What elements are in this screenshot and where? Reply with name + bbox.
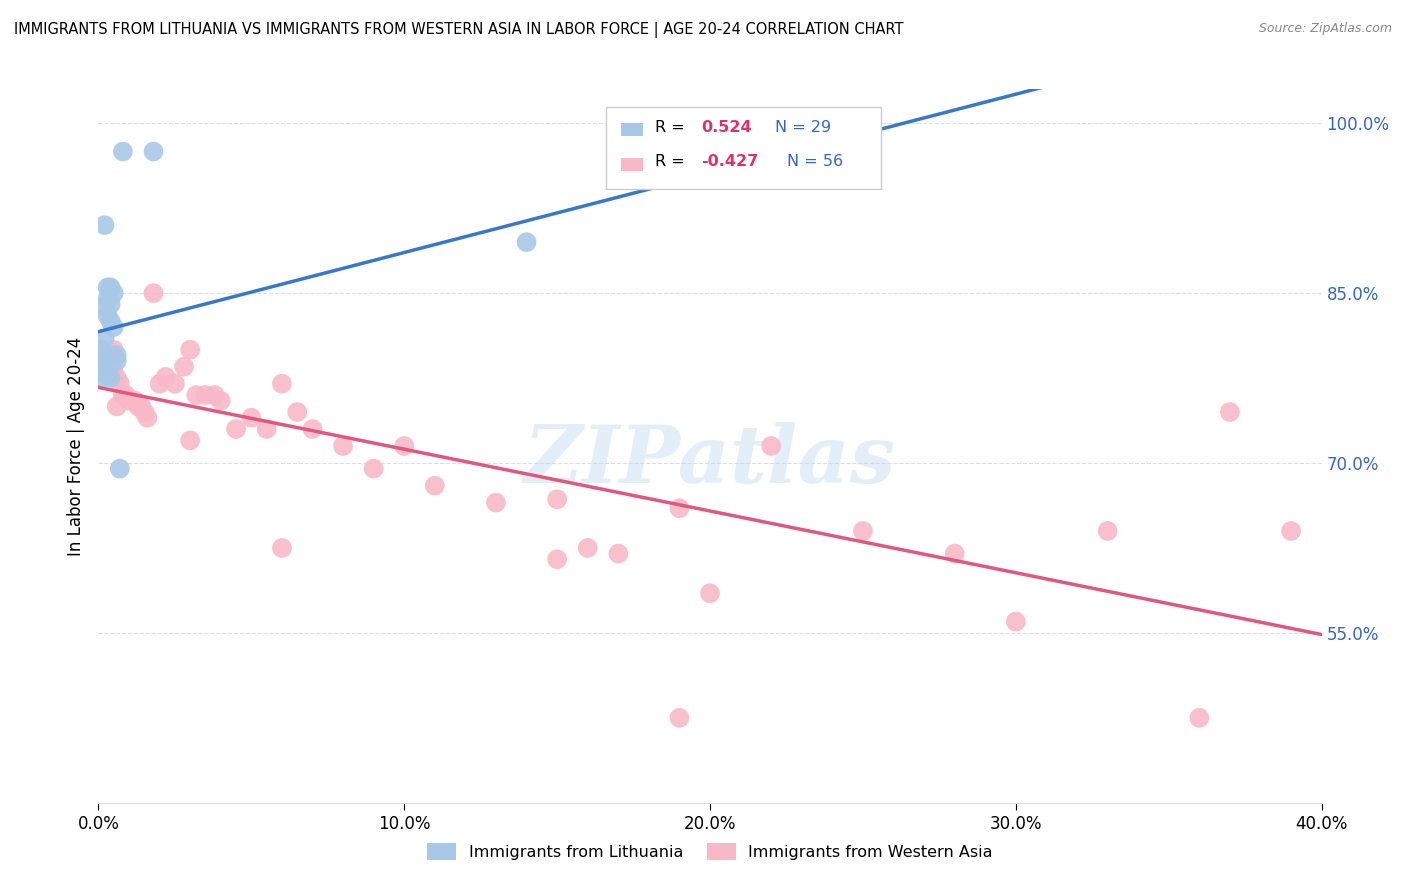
Text: R =: R = (655, 120, 690, 135)
Point (127, 400, 149, 414)
Point (136, 410, 159, 425)
Point (93, 348, 115, 362)
Point (90, 345, 112, 359)
Point (108, 376, 131, 391)
Point (118, 393, 141, 408)
Point (103, 320, 125, 334)
Point (115, 388, 138, 402)
Point (100, 297, 122, 311)
Point (516, 235, 538, 249)
Point (90, 359, 112, 374)
Point (100, 371, 122, 385)
Point (97, 354, 120, 368)
Point (93, 365, 115, 379)
Point (155, 370, 177, 384)
Point (179, 434, 201, 448)
Point (852, 524, 875, 538)
Point (546, 552, 568, 566)
FancyBboxPatch shape (620, 123, 643, 136)
Point (97, 309, 120, 323)
Point (163, 376, 186, 391)
Point (105, 354, 128, 368)
Point (97, 292, 120, 306)
Point (1004, 615, 1026, 629)
Point (179, 343, 201, 357)
Point (485, 495, 508, 509)
Point (103, 348, 125, 362)
Point (97, 368, 120, 382)
Text: IMMIGRANTS FROM LITHUANIA VS IMMIGRANTS FROM WESTERN ASIA IN LABOR FORCE | AGE 2: IMMIGRANTS FROM LITHUANIA VS IMMIGRANTS … (14, 22, 904, 38)
Point (93, 354, 115, 368)
FancyBboxPatch shape (620, 158, 643, 170)
Point (93, 331, 115, 345)
Point (93, 218, 115, 232)
Point (90, 354, 112, 368)
Point (105, 371, 128, 385)
Text: Source: ZipAtlas.com: Source: ZipAtlas.com (1258, 22, 1392, 36)
Point (149, 376, 172, 391)
Point (97, 354, 120, 368)
Point (607, 547, 630, 561)
Text: N = 56: N = 56 (787, 153, 844, 169)
Point (270, 376, 292, 391)
Point (124, 393, 146, 408)
Point (186, 388, 208, 402)
Legend: Immigrants from Lithuania, Immigrants from Western Asia: Immigrants from Lithuania, Immigrants fr… (420, 837, 1000, 866)
Point (90, 371, 112, 385)
Point (759, 439, 782, 453)
Point (134, 405, 156, 419)
Point (129, 400, 152, 414)
Point (1097, 524, 1119, 538)
Point (332, 439, 354, 453)
Point (576, 541, 599, 555)
Point (142, 286, 165, 301)
Point (423, 478, 446, 492)
Point (301, 422, 323, 436)
Point (100, 359, 122, 374)
Point (363, 461, 385, 475)
Point (97, 354, 120, 368)
Text: R =: R = (655, 153, 690, 169)
Text: 0.524: 0.524 (702, 120, 752, 135)
Point (209, 393, 232, 408)
Point (204, 388, 226, 402)
Point (668, 711, 690, 725)
Point (90, 343, 112, 357)
Point (285, 405, 308, 419)
Point (270, 541, 292, 555)
Point (1279, 524, 1302, 538)
Point (225, 422, 247, 436)
Point (142, 145, 165, 159)
Point (105, 348, 128, 362)
FancyBboxPatch shape (606, 107, 882, 189)
Point (699, 586, 721, 600)
Point (546, 492, 568, 507)
Text: -0.427: -0.427 (702, 153, 759, 169)
Point (100, 314, 122, 328)
Point (111, 388, 134, 402)
Point (392, 439, 416, 453)
Point (103, 343, 125, 357)
Point (103, 286, 125, 301)
Point (240, 410, 263, 425)
Point (256, 422, 278, 436)
Point (668, 501, 690, 516)
Point (173, 359, 195, 374)
Point (100, 280, 122, 294)
Point (97, 280, 120, 294)
Point (1188, 711, 1211, 725)
Point (93, 363, 115, 377)
Point (93, 300, 115, 314)
Point (105, 400, 128, 414)
Point (111, 145, 134, 159)
Point (1219, 405, 1241, 419)
Text: ZIPatlas: ZIPatlas (524, 422, 896, 499)
Y-axis label: In Labor Force | Age 20-24: In Labor Force | Age 20-24 (66, 336, 84, 556)
Point (943, 547, 966, 561)
Point (93, 365, 115, 379)
Point (194, 388, 217, 402)
Point (103, 365, 125, 379)
Point (108, 461, 131, 475)
Text: N = 29: N = 29 (775, 120, 831, 135)
